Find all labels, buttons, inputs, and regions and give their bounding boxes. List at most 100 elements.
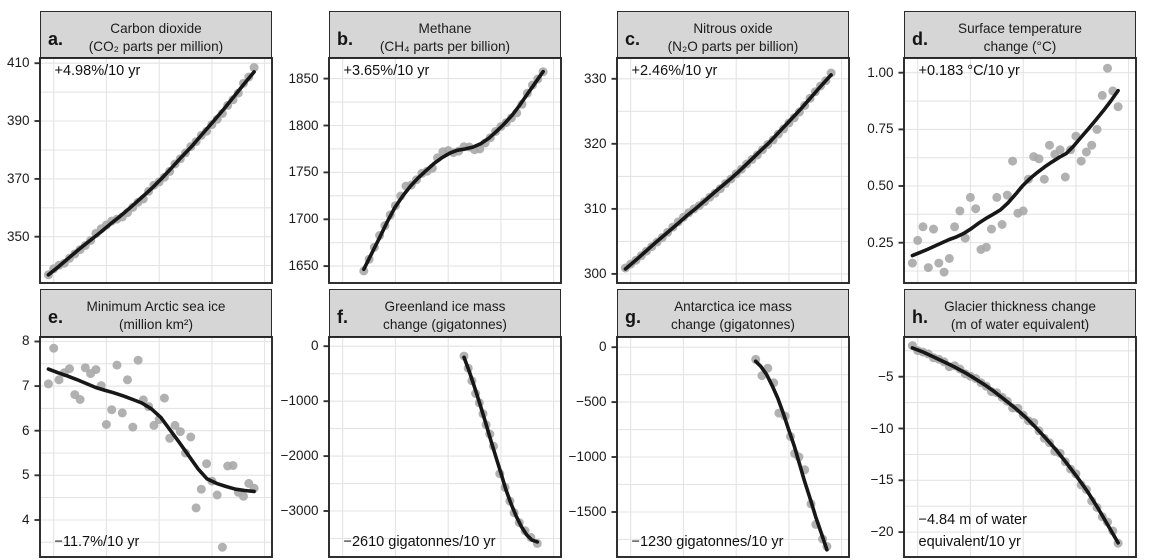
data-point: [981, 242, 991, 252]
facet-title-d: Surface temperature change (°C): [905, 20, 1135, 55]
facet-title-line: (million km²): [118, 316, 193, 332]
data-point: [212, 490, 222, 500]
facet-strip-d: d. Surface temperature change (°C): [904, 11, 1136, 58]
panel-plot-c: [611, 57, 850, 284]
facet-letter-a: a.: [48, 29, 64, 49]
facet-title-line: change (gigatonnes): [383, 316, 507, 332]
data-point: [1113, 102, 1123, 112]
trend-annotation-g: −1230 gigatonnes/10 yr: [632, 532, 784, 553]
data-point: [54, 375, 64, 385]
trend-annotation-e: −11.7%/10 yr: [55, 532, 140, 553]
trend-annotation-line: +0.183 °C/10 yr: [918, 62, 1020, 79]
data-point: [1008, 156, 1018, 166]
trend-annotation-c: +2.46%/10 yr: [632, 61, 718, 82]
y-tick-label: 7: [21, 378, 30, 394]
data-point: [80, 363, 90, 373]
facet-title-line: Surface temperature: [958, 21, 1082, 37]
data-point: [149, 420, 159, 430]
data-point: [159, 393, 169, 403]
facet-strip-f: f. Greenland ice mass change (gigatonnes): [329, 289, 561, 337]
trend-annotation-line: +3.65%/10 yr: [343, 62, 430, 79]
data-point: [217, 542, 227, 552]
data-point: [1097, 90, 1107, 100]
data-point: [923, 263, 933, 273]
y-tick-label: 8: [21, 333, 30, 349]
facet-title-line: change (gigatonnes): [671, 316, 795, 332]
y-tick-label: 1750: [288, 164, 319, 180]
panel-border: [616, 336, 850, 558]
facet-title-line: (CO₂ parts per million): [88, 38, 224, 54]
data-point: [133, 355, 143, 365]
panel-border: [903, 336, 1137, 558]
facet-title-h: Glacier thickness change (m of water equi…: [905, 298, 1135, 333]
data-point: [1060, 172, 1070, 182]
data-point: [107, 405, 117, 415]
trend-line: [910, 88, 1120, 258]
data-point: [944, 254, 954, 263]
facet-title-line: (N₂O parts per billion): [667, 38, 799, 54]
data-point: [170, 420, 180, 430]
trend-annotation-line: +4.98%/10 yr: [54, 62, 141, 79]
panel-plot-f: [323, 336, 562, 558]
facet-letter-c: c.: [625, 29, 641, 49]
panel-plot-h: [898, 336, 1137, 558]
data-point: [117, 408, 127, 418]
facet-title-f: Greenland ice mass change (gigatonnes): [330, 298, 560, 333]
data-point: [196, 484, 206, 494]
facet-letter-h: h.: [912, 307, 928, 327]
trend-line: [753, 359, 829, 552]
facet-strip-e: e. Minimum Arctic sea ice (million km²): [40, 289, 272, 337]
data-point: [934, 258, 944, 268]
data-point: [65, 364, 74, 374]
y-tick-label: −2000: [280, 448, 319, 464]
panel-border: [616, 57, 850, 284]
y-tick-label: −1000: [280, 393, 319, 409]
facet-strip-a: a. Carbon dioxide (CO₂ parts per million): [40, 11, 272, 58]
data-point: [191, 503, 201, 513]
data-point: [43, 379, 53, 389]
y-tick-label: −15: [870, 472, 894, 488]
data-point: [1045, 140, 1054, 150]
panel-background: [617, 337, 849, 557]
panel-plot-e: [34, 336, 273, 558]
trend-line: [623, 73, 833, 271]
trend-annotation-line: −11.7%/10 yr: [54, 533, 140, 550]
data-point: [1087, 140, 1097, 150]
data-point: [1039, 174, 1049, 184]
facet-letter-b: b.: [337, 29, 353, 49]
y-tick-label: 6: [21, 422, 30, 438]
trend-annotation-d: +0.183 °C/10 yr: [919, 61, 1020, 82]
y-tick-label: 320: [583, 135, 607, 151]
facet-title-line: (m of water equivalent): [950, 316, 1090, 332]
panel-border: [39, 57, 273, 284]
panel-background: [904, 337, 1136, 557]
panel-border: [39, 336, 273, 558]
facet-title-a: Carbon dioxide (CO₂ parts per million): [41, 20, 271, 55]
y-tick-label: 1800: [288, 117, 319, 133]
y-tick-label: 310: [583, 200, 607, 216]
facet-strip-b: b. Methane (CH₄ parts per billion): [329, 11, 561, 58]
data-point: [918, 222, 928, 232]
y-tick-label: 1.00: [867, 64, 894, 80]
y-tick-label: 350: [6, 228, 30, 244]
facet-title-g: Antarctica ice mass change (gigatonnes): [618, 298, 848, 333]
data-point: [1076, 156, 1086, 166]
facet-strip-c: c. Nitrous oxide (N₂O parts per billion): [617, 11, 849, 58]
trend-annotation-f: −2610 gigatonnes/10 yr: [344, 532, 496, 553]
trend-line: [46, 367, 256, 494]
data-point: [165, 433, 175, 443]
data-point: [228, 461, 238, 470]
facet-title-line: Antarctica ice mass: [674, 299, 792, 315]
y-tick-label: 0.50: [867, 178, 894, 194]
panel-border: [328, 336, 562, 558]
data-point: [1055, 145, 1065, 155]
y-tick-label: −5: [878, 368, 894, 384]
y-tick-label: 1850: [288, 70, 319, 86]
data-point: [1002, 190, 1012, 200]
data-point: [971, 204, 981, 214]
data-point: [91, 365, 101, 375]
y-tick-label: 390: [6, 113, 30, 129]
facet-strip-h: h. Glacier thickness change (m of water eq…: [904, 289, 1136, 337]
data-point: [1103, 63, 1112, 73]
